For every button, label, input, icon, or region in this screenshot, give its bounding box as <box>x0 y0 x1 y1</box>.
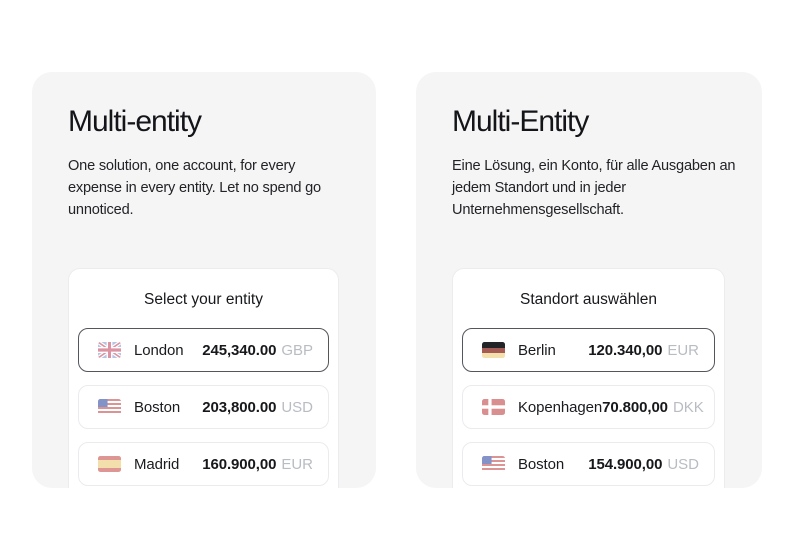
entity-amount-group: 154.900,00 USD <box>588 456 699 473</box>
entity-city: Boston <box>134 398 181 416</box>
entity-row-kopenhagen[interactable]: Kopenhagen 70.800,00 DKK <box>462 385 715 429</box>
us-flag-icon <box>98 399 121 415</box>
entity-row-boston-de[interactable]: Boston 154.900,00 USD <box>462 442 715 486</box>
dk-flag-icon <box>482 399 505 415</box>
card-description: One solution, one account, for every exp… <box>68 158 321 218</box>
entity-currency: DKK <box>672 398 704 416</box>
card-multi-entity-de: Multi-Entity Eine Lösung, ein Konto, für… <box>416 72 762 488</box>
panel-title: Standort auswählen <box>519 291 657 308</box>
card-multi-entity-en: Multi-entity One solution, one account, … <box>32 72 376 488</box>
entity-row-berlin[interactable]: Berlin 120.340,00 EUR <box>462 328 715 372</box>
standort-selector-panel: Standort auswählen Berlin 120.340,00 EUR <box>452 268 725 488</box>
entity-city: Kopenhagen <box>518 398 603 416</box>
entity-currency: GBP <box>281 341 313 359</box>
entity-amount: 203,800.00 <box>202 398 277 416</box>
entity-amount-group: 120.340,00 EUR <box>588 342 699 359</box>
card-description: Eine Lösung, ein Konto, für alle Ausgabe… <box>452 158 736 218</box>
entity-city: Madrid <box>134 455 180 473</box>
entity-currency: EUR <box>667 341 699 359</box>
card-title: Multi-Entity <box>452 105 589 138</box>
entity-amount: 120.340,00 <box>588 341 663 359</box>
entity-city: London <box>134 341 184 359</box>
uk-flag-icon <box>98 342 121 358</box>
entity-currency: USD <box>281 398 313 416</box>
entity-amount-group: 245,340.00 GBP <box>202 342 313 359</box>
es-flag-icon <box>98 456 121 472</box>
entity-amount: 70.800,00 <box>602 398 668 416</box>
entity-currency: USD <box>667 455 699 473</box>
entity-row-london[interactable]: London 245,340.00 GBP <box>78 328 329 372</box>
entity-city: Boston <box>518 455 565 473</box>
entity-city: Berlin <box>518 341 556 359</box>
entity-row-boston[interactable]: Boston 203,800.00 USD <box>78 385 329 429</box>
us-flag-icon <box>482 456 505 472</box>
card-title: Multi-entity <box>68 105 202 138</box>
entity-currency: EUR <box>281 455 313 473</box>
entity-amount-group: 203,800.00 USD <box>202 399 313 416</box>
entity-amount-group: 160.900,00 EUR <box>202 456 313 473</box>
entity-row-madrid[interactable]: Madrid 160.900,00 EUR <box>78 442 329 486</box>
de-flag-icon <box>482 342 505 358</box>
entity-amount: 154.900,00 <box>588 455 663 473</box>
panel-title: Select your entity <box>144 291 263 308</box>
entity-amount: 245,340.00 <box>202 341 277 359</box>
entity-selector-panel: Select your entity London 245,340.00 GBP <box>68 268 339 488</box>
entity-amount-group: 70.800,00 DKK <box>602 399 704 416</box>
entity-amount: 160.900,00 <box>202 455 277 473</box>
